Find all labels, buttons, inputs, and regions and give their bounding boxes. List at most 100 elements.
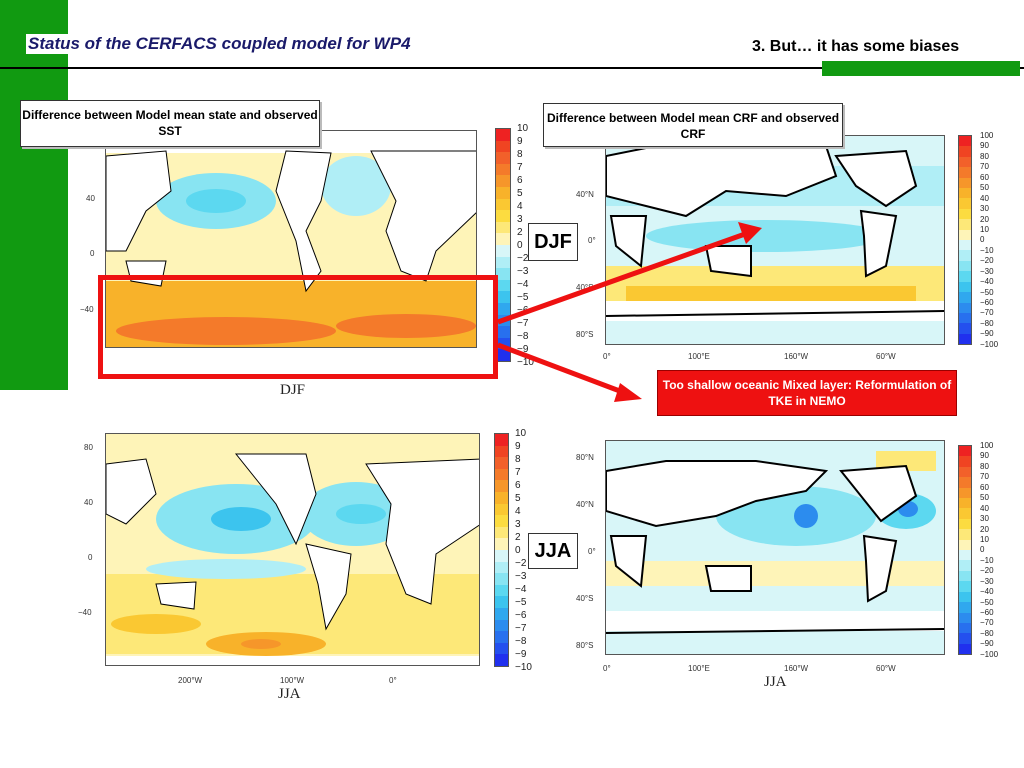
colorbar-bin: [496, 256, 510, 269]
colorbar-bin: [495, 434, 508, 446]
colorbar-bin: [496, 349, 510, 361]
colorbar-tick-label: 10: [980, 534, 989, 544]
lat-label: 40°N: [576, 190, 594, 199]
lat-label: 80°S: [576, 330, 594, 339]
colorbar-bin: [959, 208, 971, 220]
colorbar-bin: [959, 312, 971, 324]
header-divider: [0, 67, 1024, 69]
colorbar-tick-label: 3: [515, 519, 521, 530]
colorbar-bin: [495, 631, 508, 643]
colorbar-bin: [959, 260, 971, 272]
colorbar-tick-label: −60: [980, 298, 994, 307]
colorbar-bin: [495, 515, 508, 527]
colorbar-tick-label: 30: [980, 514, 989, 524]
colorbar-tick-label: 50: [980, 183, 989, 193]
colorbar-tick-label: −6: [517, 305, 529, 316]
colorbar-tick-label: −100: [980, 339, 999, 349]
colorbar-tick-label: 10: [980, 224, 989, 234]
crf-label-box: Difference between Model mean CRF and ob…: [543, 103, 843, 147]
colorbar-bin: [959, 539, 971, 551]
colorbar-tick-label: 100: [980, 441, 994, 450]
colorbar-tick-label: 6: [517, 175, 523, 186]
sst-jja-map: [105, 433, 480, 666]
colorbar-bin: [959, 529, 971, 540]
lat-label: 0°: [588, 547, 596, 556]
colorbar-bin: [495, 526, 508, 539]
colorbar-tick-label: −3: [517, 266, 529, 277]
colorbar-bin: [496, 268, 510, 280]
note-box: Too shallow oceanic Mixed layer: Reformu…: [657, 370, 957, 416]
lat-label: 40°S: [576, 283, 594, 292]
colorbar-bin: [495, 457, 508, 469]
colorbar-bin: [959, 271, 971, 282]
colorbar-bin: [496, 175, 510, 187]
lon-label: 0°: [603, 664, 611, 673]
colorbar-bin: [959, 518, 971, 530]
colorbar-bin: [495, 503, 508, 516]
crf-jja-colorbar-ticks: 100 90 80 70 60 50 40 30 20 10 0 −10 −20 −30 −40 −50 −60…: [980, 441, 998, 660]
colorbar-bin: [959, 156, 971, 168]
crf-jja-map: [605, 440, 945, 655]
colorbar-bin: [495, 642, 508, 655]
colorbar-tick-label: −5: [515, 597, 527, 608]
section-title: 3. But… it has some biases: [752, 38, 960, 55]
colorbar-tick-label: 60: [980, 172, 989, 182]
djf-caption: DJF: [280, 382, 306, 398]
lat-label: 80: [84, 443, 93, 452]
colorbar-tick-label: 9: [517, 136, 523, 147]
sst-djf-colorbar-ticks: 10 9 8 7 6 5 4 3 2 0 −2 −3 −4 −5 −6 −7 −8 −9 −10: [517, 124, 534, 368]
colorbar-bin: [959, 643, 971, 655]
colorbar-bin: [495, 491, 508, 504]
colorbar-bin: [495, 480, 508, 492]
colorbar-bin: [495, 549, 508, 562]
lon-label: 160°W: [784, 352, 809, 361]
colorbar-bin: [496, 198, 510, 211]
colorbar-bin: [496, 140, 510, 153]
lon-label: 160°W: [784, 664, 809, 673]
colorbar-bin: [959, 146, 971, 157]
lon-label: 200°W: [178, 676, 203, 685]
lat-label: 0: [90, 249, 95, 258]
colorbar-tick-label: 30: [980, 204, 989, 214]
colorbar-tick-label: −70: [980, 308, 994, 318]
colorbar-bin: [959, 466, 971, 478]
colorbar-bin: [959, 136, 971, 147]
colorbar-bin: [959, 487, 971, 499]
colorbar-tick-label: 60: [980, 482, 989, 492]
sst-label-box: Difference between Model mean state and …: [20, 100, 320, 147]
colorbar-bin: [495, 573, 508, 585]
colorbar-tick-label: −90: [980, 639, 994, 649]
lat-label: 0: [88, 553, 93, 562]
jja-caption: JJA: [278, 686, 301, 702]
colorbar-tick-label: −10: [517, 357, 534, 368]
jja-crf-caption: JJA: [764, 674, 787, 690]
colorbar-bin: [959, 508, 971, 519]
green-side-bar: [0, 0, 68, 390]
colorbar-tick-label: −10: [515, 662, 532, 673]
colorbar-tick-label: −4: [517, 279, 529, 290]
lon-label: 60°W: [876, 664, 896, 673]
colorbar-tick-label: −6: [515, 610, 527, 621]
colorbar-bin: [496, 244, 510, 257]
colorbar-tick-label: −70: [980, 618, 994, 628]
crf-djf-colorbar-ticks: 100 90 80 70 60 50 40 30 20 10 0 −10 −20 −30 −40 −50 −60…: [980, 131, 998, 350]
colorbar-tick-label: 0: [980, 545, 985, 555]
colorbar-bin: [495, 584, 508, 597]
lat-label: 40: [86, 194, 95, 203]
colorbar-tick-label: 20: [980, 214, 989, 224]
colorbar-tick-label: −8: [517, 331, 529, 342]
colorbar-bin: [959, 570, 971, 582]
colorbar-tick-label: 5: [515, 493, 521, 504]
lat-label: −40: [80, 305, 94, 314]
colorbar-tick-label: −20: [980, 256, 994, 266]
colorbar-tick-label: −80: [980, 318, 994, 328]
colorbar-bin: [496, 337, 510, 350]
colorbar-bin: [959, 229, 971, 241]
colorbar-bin: [959, 281, 971, 293]
colorbar-bin: [496, 233, 510, 245]
colorbar-bin: [959, 292, 971, 303]
colorbar-tick-label: 70: [980, 162, 989, 172]
colorbar-tick-label: 7: [517, 162, 523, 173]
colorbar-bin: [959, 560, 971, 571]
colorbar-tick-label: −9: [517, 344, 529, 355]
